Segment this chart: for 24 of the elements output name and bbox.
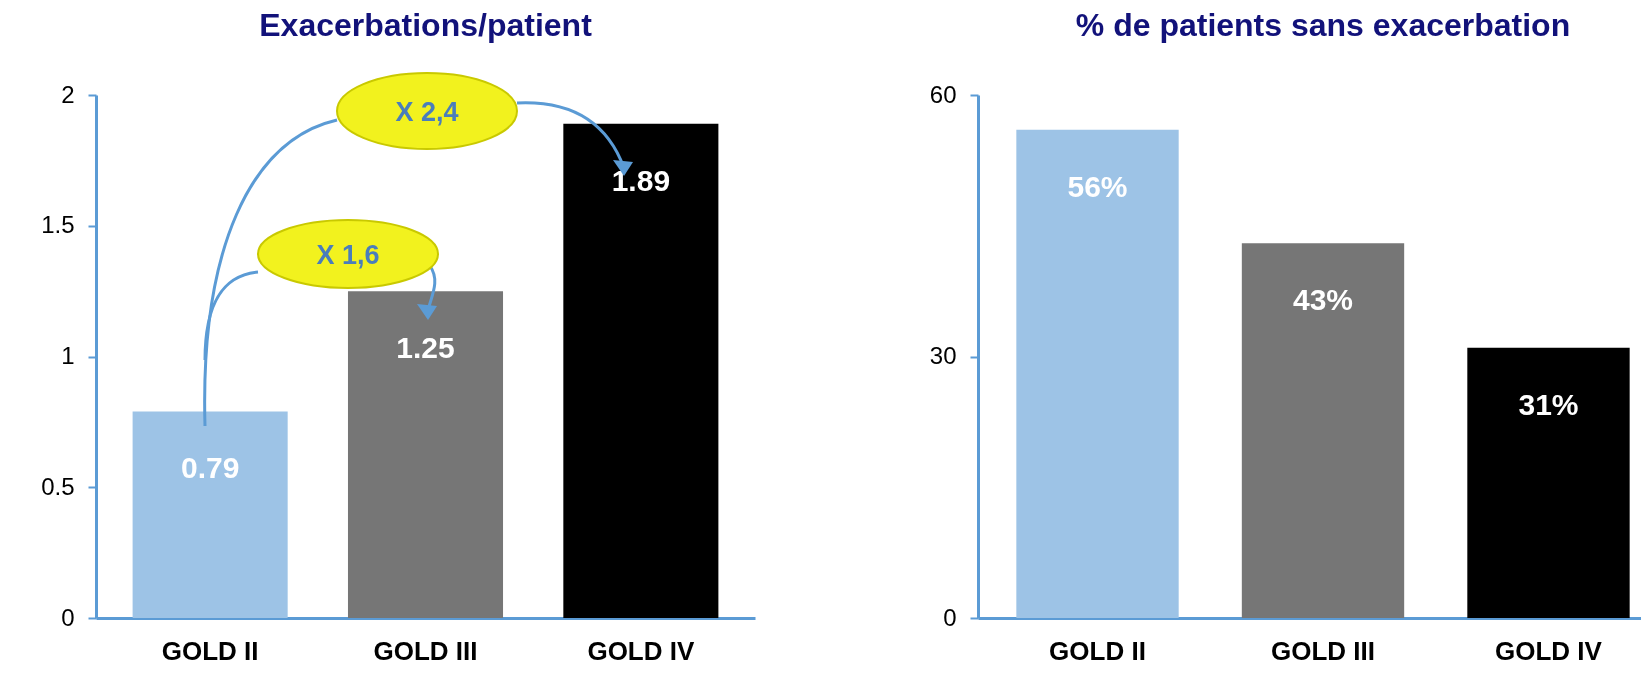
annotation: X 2,4 [395,97,459,127]
y-tick-label: 1 [61,342,75,369]
y-tick-label: 30 [929,342,957,369]
data-label: 31% [1518,387,1579,421]
y-tick-label: 0.5 [41,472,75,500]
chart-title: Exacerbations/patient [259,7,593,43]
data-label: 0.79 [180,451,240,485]
y-tick-label: 60 [929,80,957,108]
data-label: 1.25 [396,331,455,365]
y-tick-label: 0 [943,603,957,631]
chart-title: % de patients sans exacerbation [1075,7,1571,43]
y-tick-label: 2 [61,80,75,108]
annotation: X 1,6 [316,240,380,270]
data-label: 1.89 [611,163,671,197]
y-tick-label: 1.5 [41,211,75,239]
x-tick-label: GOLD III [373,635,478,666]
x-tick-label: GOLD II [1049,635,1146,666]
x-tick-label: GOLD IV [587,635,695,666]
x-tick-label: GOLD IV [1495,635,1603,666]
data-label: 56% [1067,169,1128,203]
y-tick-label: 0 [61,603,75,631]
x-tick-label: GOLD II [161,635,259,666]
x-tick-label: GOLD III [1271,635,1375,666]
data-label: 43% [1292,283,1354,317]
